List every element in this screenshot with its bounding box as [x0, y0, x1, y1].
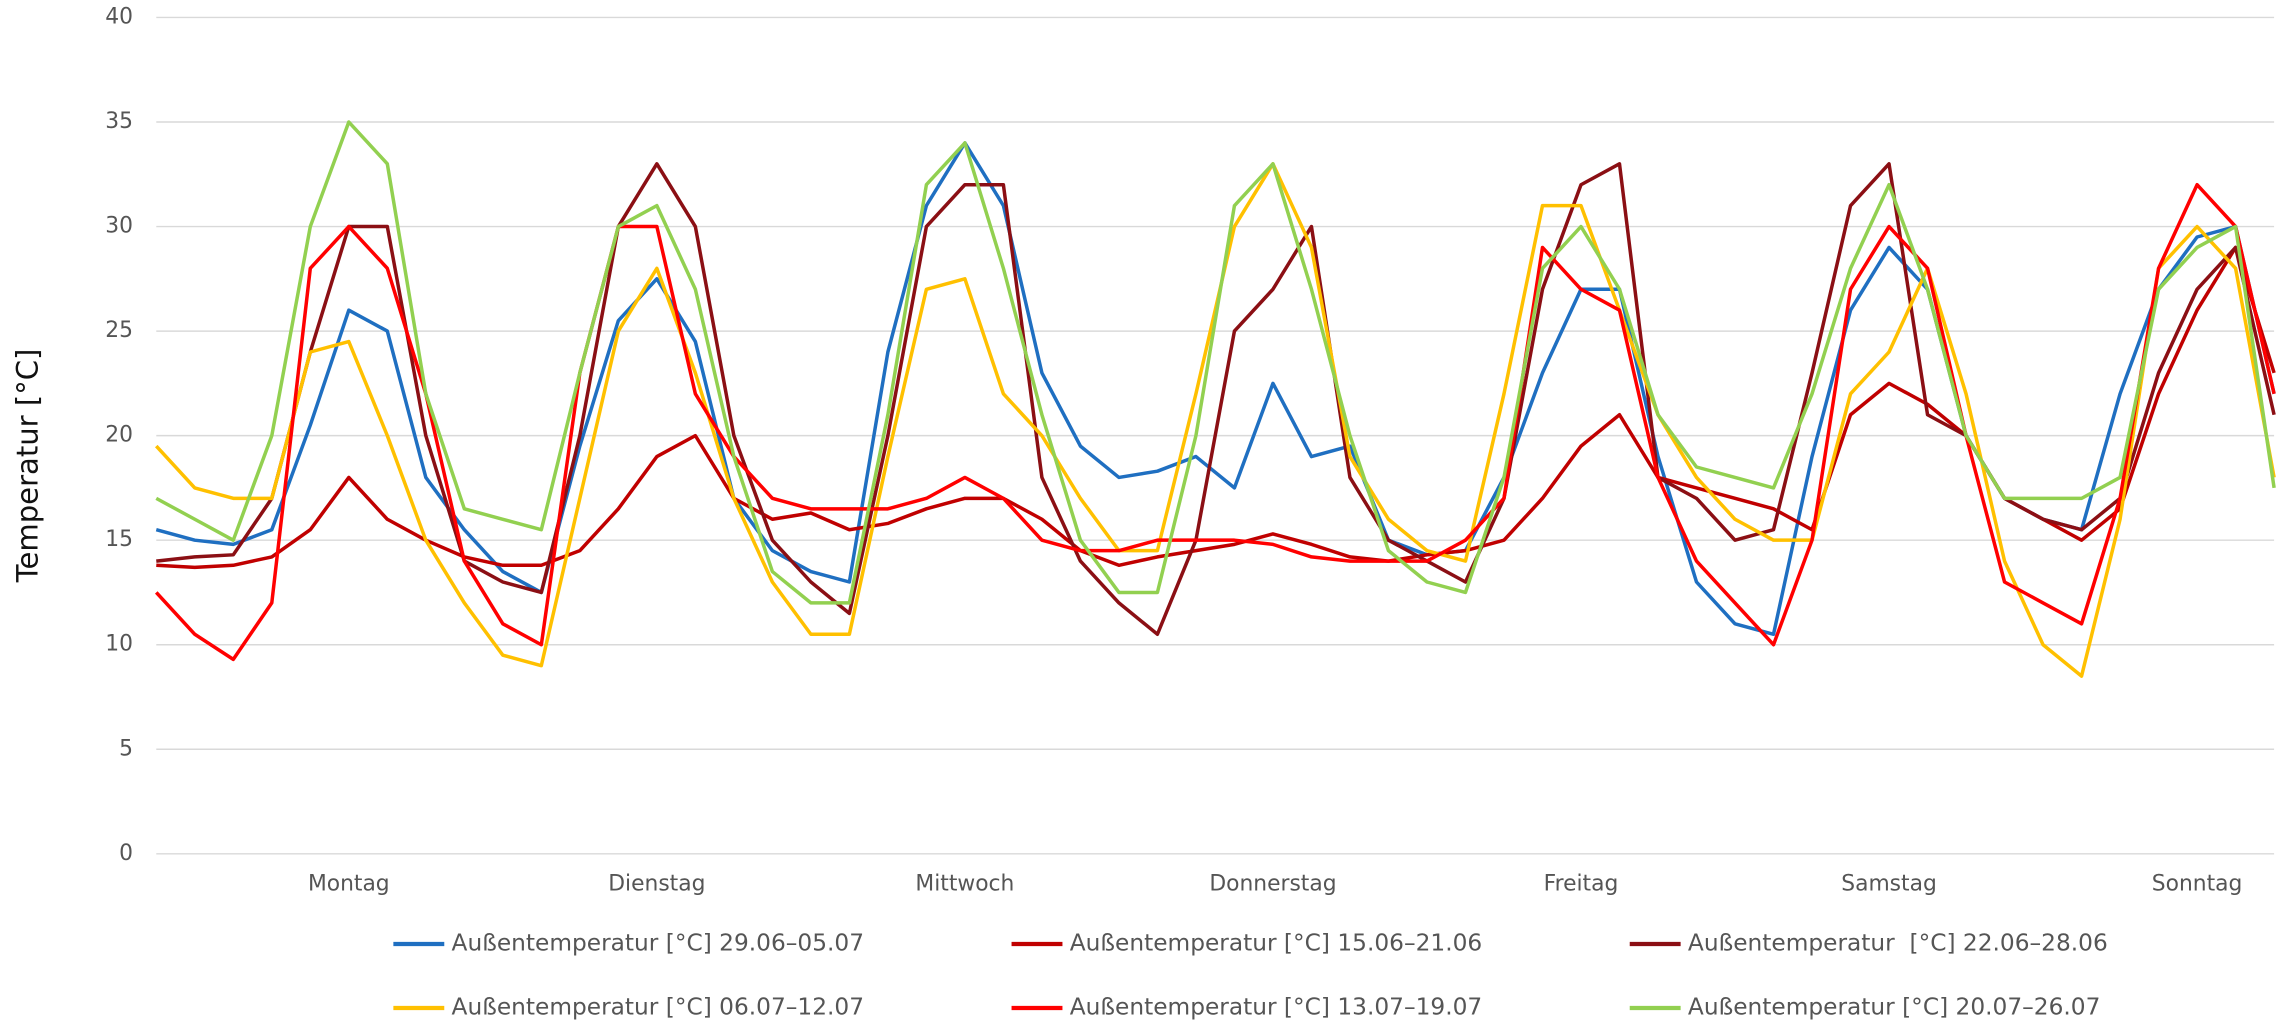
y-tick-label: 15 [105, 527, 133, 552]
y-tick-label: 5 [119, 736, 133, 761]
legend-label: Außentemperatur [°C] 22.06–28.06 [1688, 930, 2108, 957]
x-tick-label: Sonntag [2152, 871, 2243, 896]
x-tick-label: Donnerstag [1209, 871, 1336, 896]
y-tick-label: 20 [105, 423, 133, 448]
y-tick-label: 35 [105, 109, 133, 134]
legend-label: Außentemperatur [°C] 20.07–26.07 [1688, 994, 2100, 1021]
legend-label: Außentemperatur [°C] 13.07–19.07 [1070, 994, 1482, 1021]
x-tick-label: Dienstag [608, 871, 705, 896]
x-tick-label: Samstag [1841, 871, 1937, 896]
legend-label: Außentemperatur [°C] 29.06–05.07 [452, 930, 864, 957]
y-axis-label: Temperatur [°C] [11, 349, 45, 584]
x-tick-label: Montag [308, 871, 390, 896]
legend-label: Außentemperatur [°C] 06.07–12.07 [452, 994, 864, 1021]
y-tick-label: 10 [105, 632, 133, 657]
line [156, 245, 2276, 570]
line [155, 120, 2276, 605]
y-tick-label: 40 [105, 4, 133, 29]
y-tick-label: 0 [119, 841, 133, 866]
y-tick-label: 30 [105, 214, 133, 239]
line [154, 162, 2276, 678]
x-tick-label: Freitag [1544, 871, 1619, 896]
x-tick-label: Mittwoch [915, 871, 1014, 896]
legend-label: Außentemperatur [°C] 15.06–21.06 [1070, 930, 1482, 957]
line [154, 182, 2276, 662]
line [156, 162, 2276, 637]
y-tick-label: 25 [105, 318, 133, 343]
